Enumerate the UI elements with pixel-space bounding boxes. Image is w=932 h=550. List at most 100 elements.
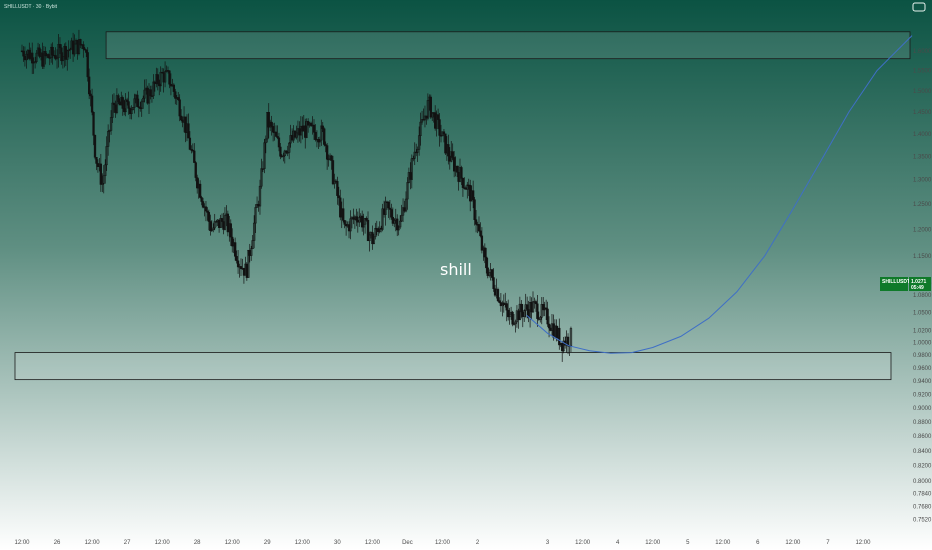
candle-body	[231, 236, 234, 247]
price-badge: SHILLUSDT 1.0271 05:49	[880, 277, 931, 291]
candle-body	[158, 83, 161, 87]
candle-body	[483, 247, 486, 258]
candle-body	[33, 61, 37, 63]
candle-body	[558, 327, 561, 346]
candle-body	[140, 101, 143, 109]
candle-body	[562, 340, 565, 352]
candle-body	[41, 52, 44, 67]
candle-body	[343, 220, 346, 225]
candle-body	[111, 102, 114, 118]
forecast-curve[interactable]	[526, 35, 913, 354]
candle-body	[127, 101, 130, 109]
candle-body	[480, 235, 484, 251]
candle-body	[150, 95, 154, 97]
candle-body	[371, 232, 374, 245]
x-tick-label: 7	[826, 540, 830, 546]
candle-body	[251, 240, 254, 249]
y-tick-label: 1.5000	[913, 89, 932, 95]
candle-body	[71, 40, 75, 55]
candle-body	[388, 207, 392, 210]
candle-body	[79, 39, 82, 46]
candle-body	[223, 215, 227, 230]
candle-body	[298, 128, 301, 136]
candle-body	[108, 130, 111, 132]
candle-body	[220, 218, 224, 222]
demand-zone[interactable]	[14, 352, 892, 381]
candle-body	[276, 136, 279, 139]
candle-body	[447, 144, 450, 157]
candle-body	[106, 131, 110, 147]
y-tick-label: 0.8400	[913, 449, 932, 455]
candle-body	[549, 327, 552, 331]
candle-body	[457, 172, 460, 182]
candle-body	[493, 288, 497, 296]
candle-body	[61, 56, 65, 62]
candle-body	[77, 39, 81, 55]
candle-body	[393, 220, 396, 224]
candle-body	[123, 108, 126, 113]
candle-body	[66, 50, 69, 60]
candle-body	[114, 104, 117, 113]
candle-body	[490, 269, 494, 278]
x-tick-label: 12:00	[645, 540, 661, 546]
candle-body	[42, 51, 46, 67]
candle-body	[436, 114, 440, 120]
x-tick-label: 3	[546, 540, 550, 546]
candle-body	[347, 224, 351, 232]
candle-body	[425, 115, 428, 119]
candle-body	[330, 155, 333, 161]
candle-body	[239, 266, 243, 270]
candle-body	[508, 313, 511, 318]
candle-body	[368, 234, 371, 242]
candle-body	[194, 162, 197, 178]
candle-body	[109, 117, 113, 131]
x-tick-label: 30	[334, 540, 341, 546]
candle-body	[401, 207, 405, 216]
fullscreen-icon[interactable]	[912, 2, 926, 12]
candle-body	[96, 163, 100, 167]
candle-body	[181, 119, 184, 123]
candle-body	[286, 152, 289, 154]
x-tick-label: 12:00	[855, 540, 871, 546]
y-tick-label: 1.3000	[913, 178, 932, 184]
x-tick-label: 12:00	[435, 540, 451, 546]
candle-body	[90, 95, 94, 113]
candle-body	[168, 70, 171, 85]
candle-body	[339, 197, 342, 218]
price-badge-symbol: SHILLUSDT	[882, 279, 910, 285]
y-tick-label: 1.0500	[913, 310, 932, 316]
x-tick-label: 2	[476, 540, 480, 546]
candle-body	[128, 108, 132, 114]
candle-body	[520, 303, 523, 313]
candle-body	[209, 221, 212, 232]
candle-body	[139, 107, 142, 109]
candle-body	[293, 130, 297, 138]
candle-body	[372, 236, 376, 245]
supply-zone[interactable]	[105, 31, 911, 60]
candle-body	[410, 158, 413, 180]
candle-body	[317, 139, 320, 143]
candle-body	[499, 302, 503, 307]
candle-body	[569, 328, 573, 346]
y-tick-label: 1.2500	[913, 202, 932, 208]
candle-body	[23, 55, 27, 61]
candle-body	[229, 223, 232, 238]
candle-body	[236, 260, 240, 268]
candle-body	[152, 81, 155, 97]
x-tick-label: 28	[194, 540, 201, 546]
candle-body	[363, 218, 367, 225]
candle-body	[196, 177, 199, 189]
candle-body	[464, 187, 467, 190]
candle-body	[260, 168, 263, 187]
candle-body	[477, 224, 481, 232]
candle-body	[105, 146, 108, 166]
candle-body	[263, 142, 266, 169]
candle-body	[76, 40, 79, 55]
candle-body	[44, 51, 47, 57]
candle-body	[356, 219, 359, 223]
time-axis[interactable]: 12:00 26 12:00 27 12:00 28 12:00 29 12:00 30 12:00…	[14, 540, 871, 546]
candle-body	[444, 133, 447, 154]
candle-body	[337, 195, 340, 199]
